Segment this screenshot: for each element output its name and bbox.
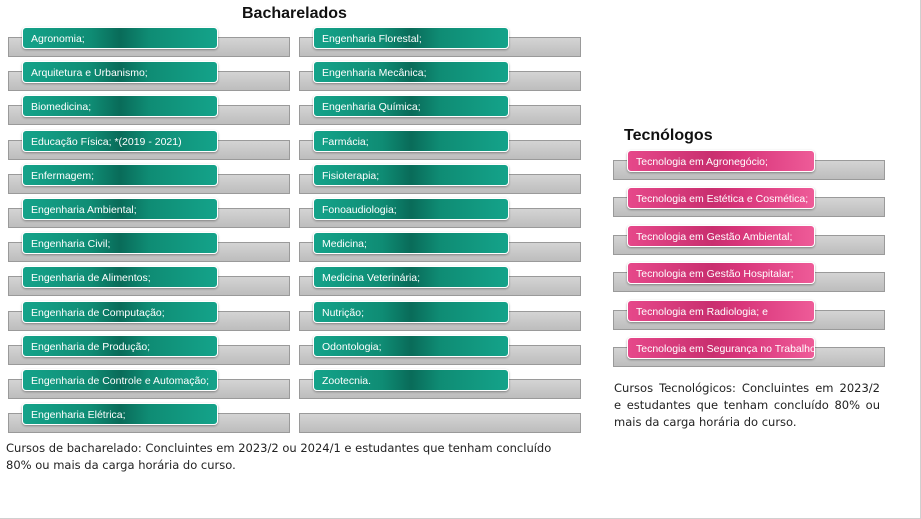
- course-item: Engenharia Florestal;: [299, 27, 589, 63]
- course-label: Tecnologia em Gestão Ambiental;: [627, 224, 815, 247]
- course-label: Tecnologia em Segurança no Trabalho.: [627, 337, 815, 359]
- course-label: Engenharia de Alimentos;: [22, 266, 218, 289]
- course-item: Engenharia Civil;: [8, 232, 298, 268]
- course-item: Tecnologia em Agronegócio;: [613, 150, 903, 186]
- course-item: Nutrição;: [299, 300, 589, 337]
- course-label: Medicina;: [313, 232, 509, 255]
- course-item: Tecnologia em Gestão Ambiental;: [613, 224, 903, 261]
- course-label: Fonoaudiologia;: [313, 198, 509, 220]
- course-item: [299, 403, 589, 439]
- course-label: Engenharia Civil;: [22, 232, 218, 255]
- course-item: Engenharia de Computação;: [8, 300, 298, 337]
- course-bar: [299, 413, 581, 434]
- course-item: Biomedicina;: [8, 95, 298, 131]
- course-item: Engenharia Ambiental;: [8, 198, 298, 234]
- course-label: Farmácia;: [313, 129, 509, 152]
- course-item: Fonoaudiologia;: [299, 198, 589, 234]
- course-label: Enfermagem;: [22, 163, 218, 186]
- course-label: Agronomia;: [22, 27, 218, 49]
- bacharelados-note: Cursos de bacharelado: Concluintes em 20…: [6, 441, 552, 472]
- course-label: Tecnologia em Agronegócio;: [627, 150, 815, 172]
- course-label: Nutrição;: [313, 300, 509, 323]
- course-label: Engenharia Ambiental;: [22, 198, 218, 220]
- course-label: Tecnologia em Radiologia; e: [627, 299, 815, 322]
- course-item: Agronomia;: [8, 27, 298, 63]
- course-item: Engenharia de Controle e Automação;: [8, 369, 298, 405]
- course-label: Odontologia;: [313, 334, 509, 357]
- course-label: Medicina Veterinária;: [313, 266, 509, 289]
- course-label: Engenharia de Computação;: [22, 300, 218, 323]
- course-label: Engenharia de Produção;: [22, 334, 218, 357]
- bacharelados-title: Bacharelados: [242, 5, 347, 22]
- course-label: Fisioterapia;: [313, 163, 509, 186]
- course-item: Odontologia;: [299, 334, 589, 371]
- course-item: Arquitetura e Urbanismo;: [8, 61, 298, 97]
- course-item: Medicina Veterinária;: [299, 266, 589, 302]
- course-item: Engenharia de Produção;: [8, 334, 298, 371]
- course-item: Engenharia Química;: [299, 95, 589, 131]
- course-item: Engenharia de Alimentos;: [8, 266, 298, 302]
- course-item: Enfermagem;: [8, 163, 298, 200]
- course-item: Engenharia Elétrica;: [8, 403, 298, 439]
- course-label: Engenharia Elétrica;: [22, 403, 218, 426]
- tecnologos-title: Tecnólogos: [624, 127, 713, 144]
- course-item: Educação Física; *(2019 - 2021): [8, 129, 298, 166]
- course-label: Arquitetura e Urbanismo;: [22, 61, 218, 84]
- course-item: Fisioterapia;: [299, 163, 589, 200]
- course-item: Farmácia;: [299, 129, 589, 166]
- course-label: Zootecnia.: [313, 369, 509, 391]
- course-label: Tecnologia em Estética e Cosmética;: [627, 187, 815, 210]
- course-label: Biomedicina;: [22, 95, 218, 118]
- course-label: Engenharia Florestal;: [313, 27, 509, 49]
- course-item: Medicina;: [299, 232, 589, 268]
- course-item: Tecnologia em Segurança no Trabalho.: [613, 337, 903, 373]
- course-item: Zootecnia.: [299, 369, 589, 405]
- course-label: Tecnologia em Gestão Hospitalar;: [627, 262, 815, 285]
- course-label: Engenharia de Controle e Automação;: [22, 369, 218, 391]
- course-item: Tecnologia em Gestão Hospitalar;: [613, 262, 903, 298]
- course-label: Educação Física; *(2019 - 2021): [22, 129, 218, 152]
- tecnologos-note: Cursos Tecnológicos: Concluintes em 2023…: [614, 381, 880, 429]
- course-label: Engenharia Mecânica;: [313, 61, 509, 84]
- course-label: Engenharia Química;: [313, 95, 509, 118]
- course-item: Tecnologia em Estética e Cosmética;: [613, 187, 903, 223]
- course-item: Engenharia Mecânica;: [299, 61, 589, 97]
- course-item: Tecnologia em Radiologia; e: [613, 299, 903, 336]
